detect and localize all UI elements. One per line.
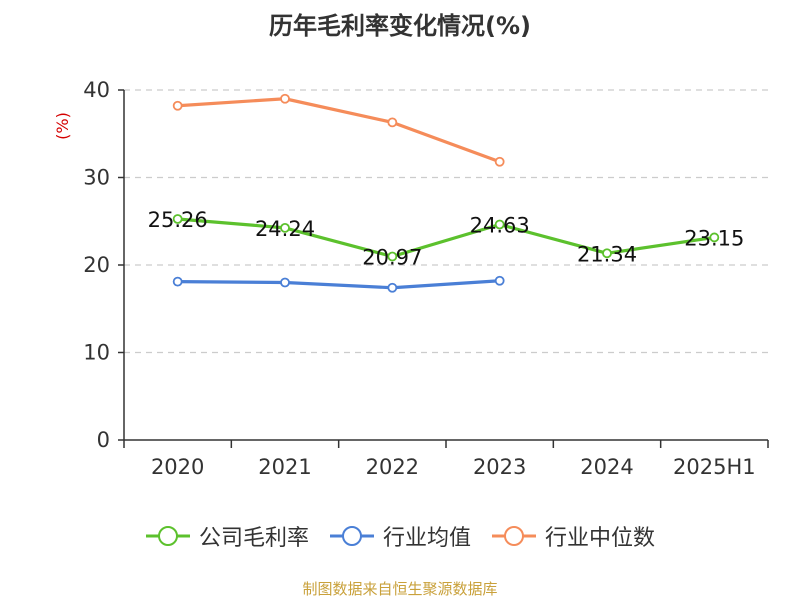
chart-title: 历年毛利率变化情况(%)	[269, 12, 531, 40]
y-tick-label: 30	[83, 166, 110, 190]
data-point-industry_median	[494, 156, 505, 167]
legend-item-industry_avg[interactable]: 行业均值	[329, 520, 471, 552]
legend-swatch-industry_median	[492, 526, 536, 546]
x-tick-label: 2022	[366, 455, 419, 479]
x-tick-label: 2024	[580, 455, 633, 479]
x-tick-label: 2021	[258, 455, 311, 479]
data-point-company	[602, 248, 612, 259]
data-point-industry_median	[172, 100, 183, 111]
legend-label: 行业中位数	[545, 526, 656, 551]
data-point-company	[387, 251, 398, 262]
data-point-company	[280, 222, 290, 233]
axis-layer: 0 10 20 30 40 2020 2021 2022 2023 2024 2025H1	[83, 78, 769, 479]
data-label: 21.34	[577, 242, 637, 266]
legend: 公司毛利率 行业均值 行业中位数	[0, 518, 800, 554]
data-point-company	[709, 232, 720, 243]
data-point-company	[172, 214, 183, 224]
x-tick-label: 2023	[473, 455, 526, 479]
data-point-industry_avg	[494, 275, 505, 286]
data-label: 20.97	[362, 246, 422, 270]
data-point-company	[494, 219, 505, 230]
y-tick-label: 20	[83, 253, 110, 277]
data-point-industry_avg	[172, 276, 183, 287]
series-line-industry_avg	[177, 279, 500, 290]
data-point-industry_avg	[280, 277, 290, 288]
series-line-company	[177, 217, 715, 259]
x-tick-label: 2020	[151, 455, 204, 479]
y-axis-unit-label: (%)	[53, 112, 72, 140]
x-tick-label: 2025H1	[673, 455, 756, 479]
y-tick-label: 40	[83, 78, 110, 102]
legend-swatch-marker	[341, 526, 362, 546]
data-label: 24.24	[255, 217, 315, 241]
y-tick-label: 0	[97, 428, 110, 452]
legend-swatch-marker	[157, 526, 178, 546]
data-point-industry_median	[387, 117, 398, 128]
legend-swatch-industry_avg	[329, 526, 374, 546]
legend-label: 行业均值	[382, 526, 471, 551]
legend-item-company[interactable]: 公司毛利率	[145, 520, 309, 552]
data-label-layer: 25.26 24.24 20.97 24.63 21.34 23.15	[148, 208, 745, 270]
series-line-industry_median	[177, 97, 501, 164]
legend-item-industry_median[interactable]: 行业中位数	[491, 520, 655, 552]
data-label: 24.63	[470, 213, 530, 237]
series-layer	[172, 93, 720, 293]
data-label: 23.15	[684, 226, 744, 250]
legend-swatch-company	[145, 526, 190, 546]
legend-label: 公司毛利率	[198, 526, 309, 551]
data-point-industry_median	[280, 93, 290, 104]
legend-swatch-marker	[504, 526, 524, 546]
grid-layer	[124, 89, 768, 354]
source-note: 制图数据来自恒生聚源数据库	[302, 580, 498, 598]
y-tick-label: 10	[83, 341, 110, 365]
data-point-industry_avg	[387, 282, 398, 293]
data-label: 25.26	[148, 208, 208, 232]
